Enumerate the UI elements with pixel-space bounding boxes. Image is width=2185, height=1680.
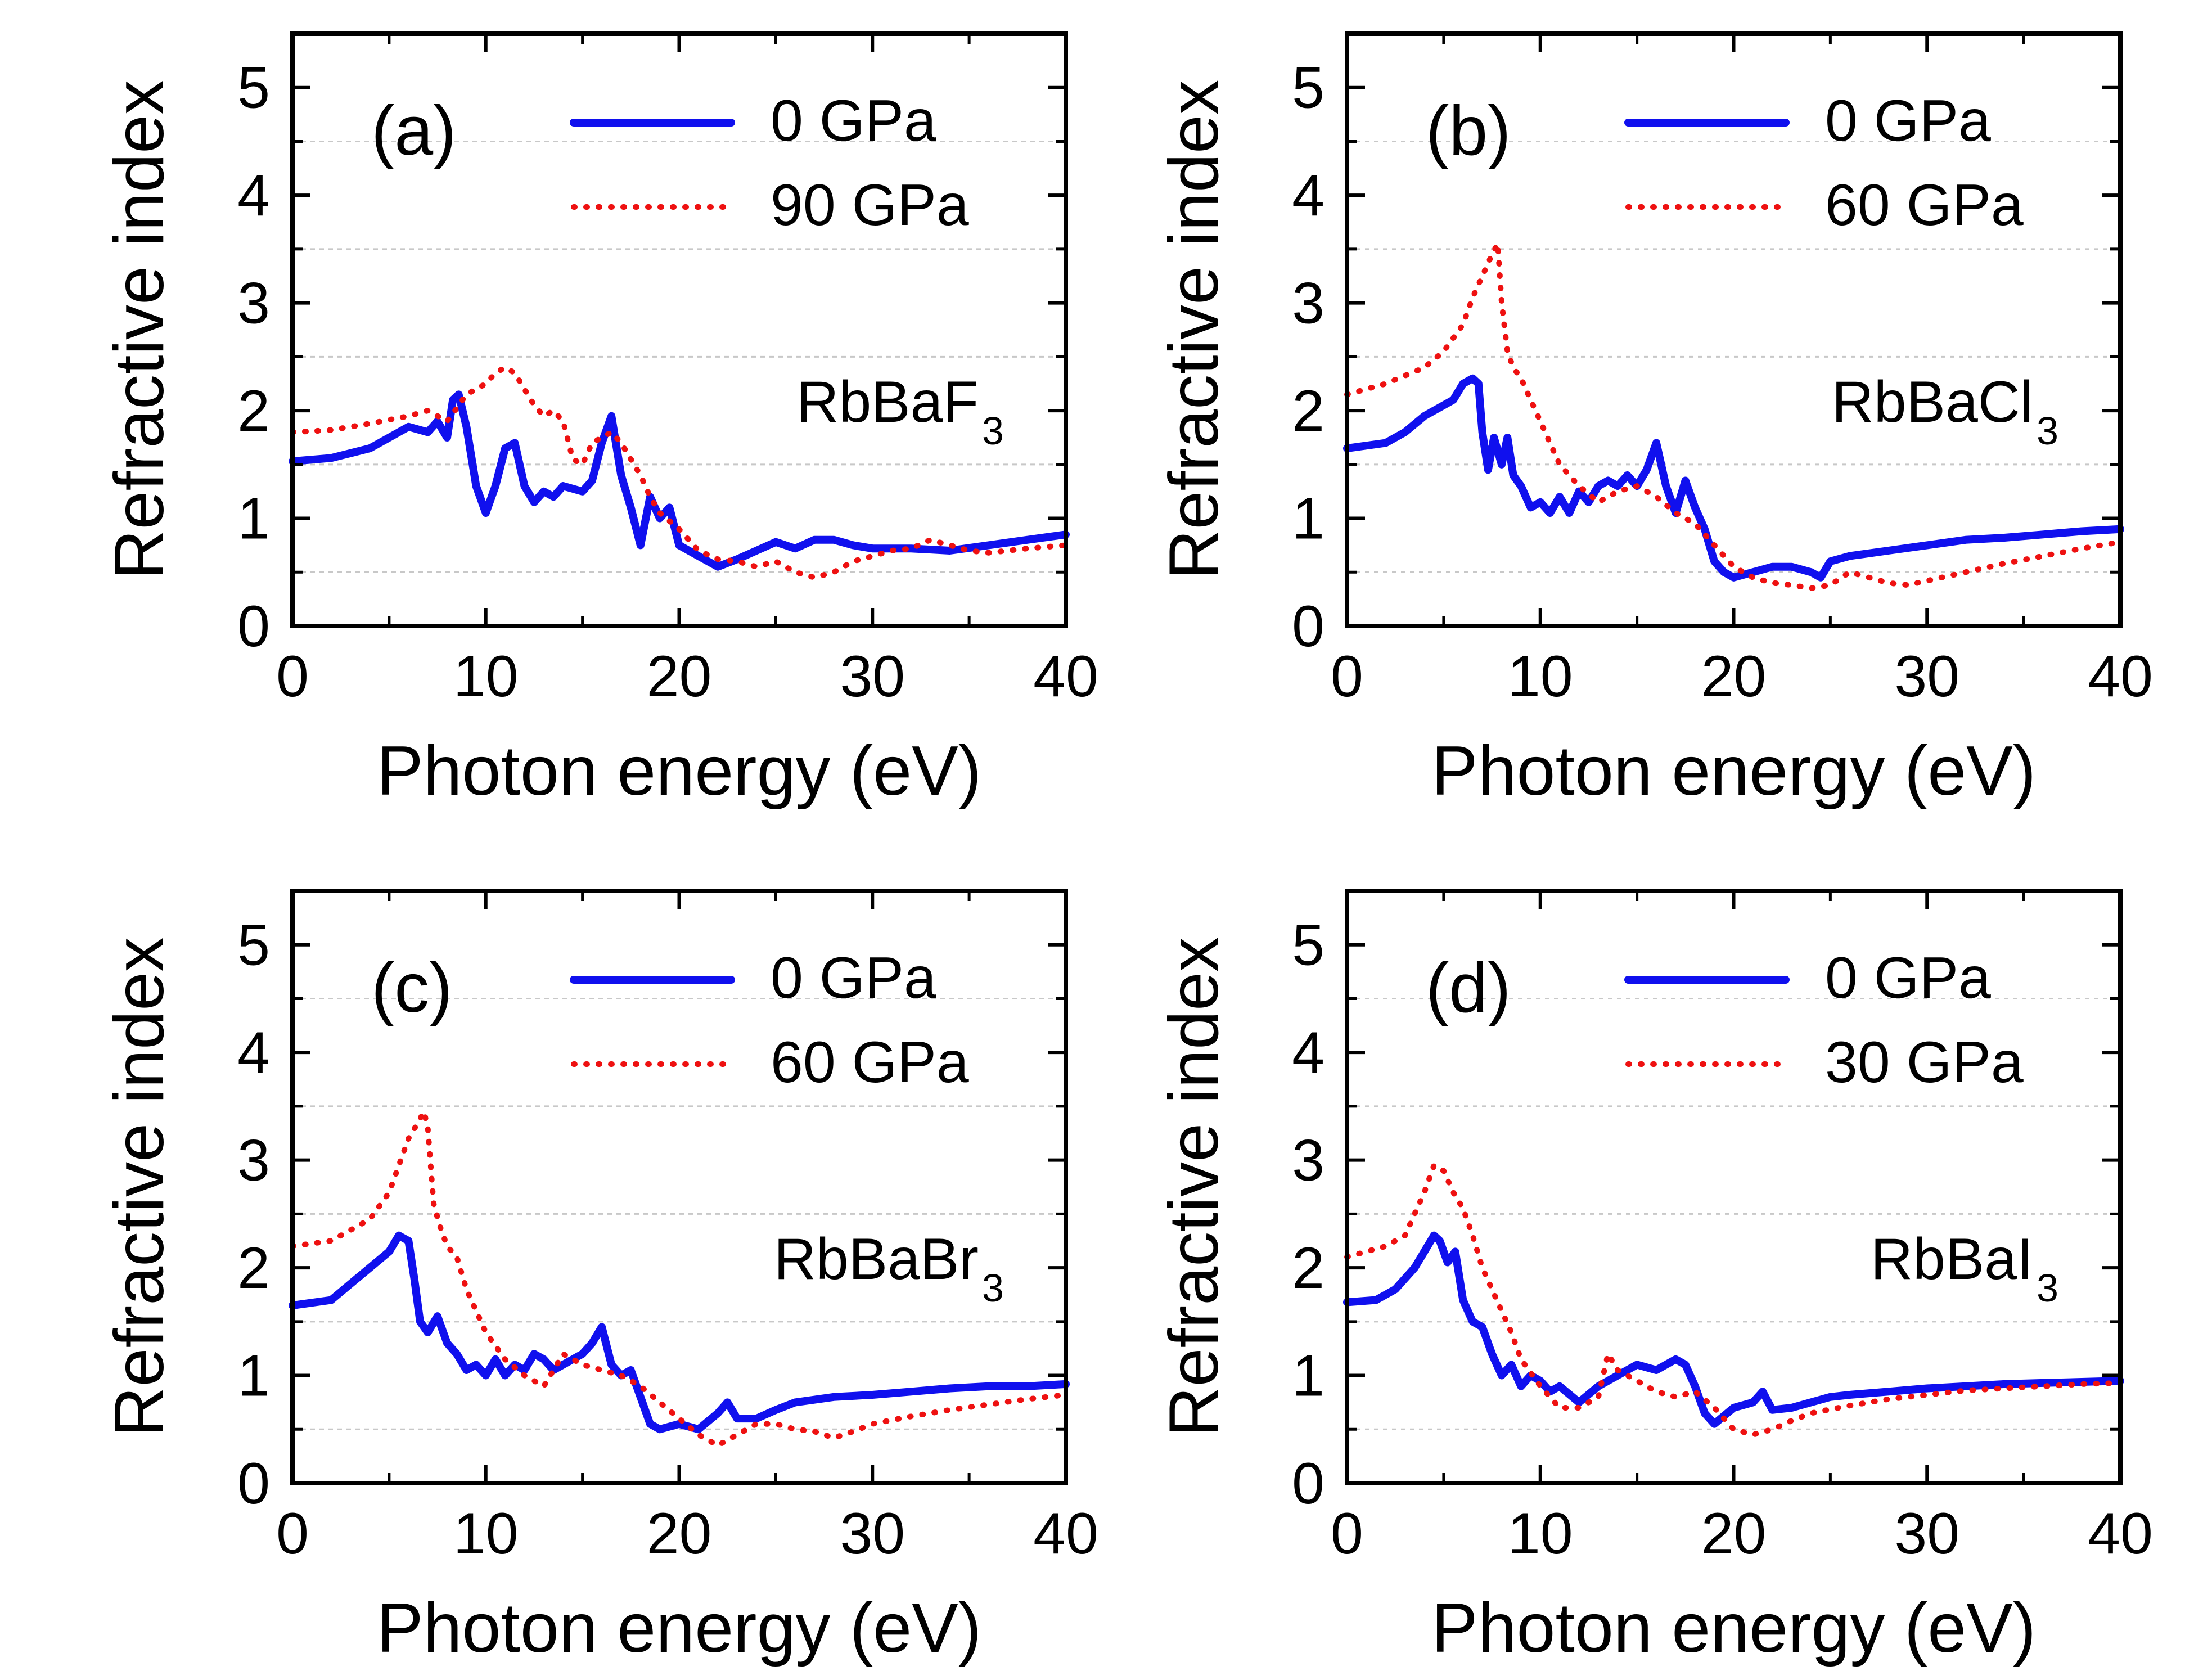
x-tick-label: 30 (1894, 1501, 1959, 1566)
series-line-0-gpa (289, 390, 1070, 571)
compound-subscript: 3 (982, 409, 1004, 453)
panel-tag: (c) (371, 949, 453, 1027)
y-tick-label: 5 (1292, 56, 1324, 121)
legend-entry: 60 GPa (1825, 173, 2024, 238)
series-line-60-gpa (290, 1109, 1069, 1448)
y-tick-label: 1 (237, 487, 270, 552)
panel-tag: (d) (1426, 949, 1511, 1027)
y-tick-label: 2 (1292, 379, 1324, 444)
y-tick-label: 0 (1292, 1451, 1324, 1516)
x-tick-label: 30 (840, 644, 905, 709)
x-tick-label: 0 (276, 1501, 309, 1566)
compound-label: RbBaI (1871, 1227, 2033, 1292)
y-tick-label: 1 (1292, 1344, 1324, 1409)
x-axis-label: Photon energy (eV) (377, 732, 981, 810)
x-axis-label: Photon energy (eV) (1431, 732, 2036, 810)
y-tick-label: 3 (237, 271, 270, 336)
y-axis-label: Refractive index (1155, 937, 1233, 1437)
panel-tag: (a) (371, 92, 457, 170)
compound-subscript: 3 (2037, 409, 2058, 453)
x-tick-label: 40 (2088, 644, 2153, 709)
series-line-30-gpa (1344, 1163, 2123, 1438)
x-axis-label: Photon energy (eV) (377, 1589, 981, 1667)
legend-entry: 0 GPa (771, 945, 936, 1011)
y-tick-label: 5 (237, 913, 270, 978)
compound-subscript: 3 (982, 1266, 1004, 1310)
x-tick-label: 0 (1331, 1501, 1363, 1566)
panel-tag: (b) (1426, 92, 1511, 170)
y-tick-label: 0 (1292, 594, 1324, 659)
y-tick-label: 2 (237, 379, 270, 444)
y-axis-label: Refractive index (101, 937, 178, 1437)
y-tick-label: 1 (237, 1344, 270, 1409)
legend-entry: 0 GPa (1825, 945, 1991, 1011)
panel-c-chart: 0 1 2 3 4 5 0 10 20 30 40 Photon energy (eV) Refract… (101, 889, 1098, 1667)
y-axis-label: Refractive index (1155, 80, 1233, 580)
y-tick-label: 1 (1292, 487, 1324, 552)
panel-a-chart: 0 1 2 3 4 5 0 10 20 30 40 Photon energy (eV) Refract… (101, 31, 1098, 810)
legend-entry: 0 GPa (771, 88, 936, 154)
x-tick-label: 30 (1894, 644, 1959, 709)
x-tick-label: 20 (1701, 644, 1767, 709)
legend-entry: 0 GPa (1825, 88, 1991, 154)
compound-subscript: 3 (2037, 1266, 2058, 1310)
x-tick-label: 20 (647, 1501, 712, 1566)
x-tick-label: 0 (276, 644, 309, 709)
x-axis-label: Photon energy (eV) (1431, 1589, 2036, 1667)
series-line-0-gpa (1343, 1231, 2124, 1428)
y-tick-label: 0 (237, 1451, 270, 1516)
panel-b-chart: 0 1 2 3 4 5 0 10 20 30 40 Photon energy (eV) Refract… (1155, 31, 2153, 810)
x-tick-label: 10 (1508, 1501, 1573, 1566)
y-tick-label: 3 (237, 1128, 270, 1193)
y-tick-label: 5 (1292, 913, 1324, 978)
series-line-60-gpa (1344, 241, 2123, 591)
legend-entry: 60 GPa (771, 1030, 969, 1095)
y-tick-label: 4 (237, 163, 270, 228)
x-tick-label: 30 (840, 1501, 905, 1566)
series-line-90-gpa (290, 364, 1069, 580)
y-tick-label: 4 (1292, 1020, 1324, 1086)
y-tick-label: 4 (237, 1020, 270, 1086)
x-tick-label: 10 (453, 644, 519, 709)
x-tick-label: 0 (1331, 644, 1363, 709)
y-tick-label: 4 (1292, 163, 1324, 228)
y-tick-label: 2 (237, 1236, 270, 1301)
panel-d-chart: 0 1 2 3 4 5 0 10 20 30 40 Photon energy (eV) Refract… (1155, 889, 2153, 1667)
x-tick-label: 20 (647, 644, 712, 709)
y-tick-label: 2 (1292, 1236, 1324, 1301)
legend-entry: 30 GPa (1825, 1030, 2024, 1095)
y-tick-label: 5 (237, 56, 270, 121)
x-tick-label: 20 (1701, 1501, 1767, 1566)
compound-label: RbBaF (796, 370, 979, 435)
x-tick-label: 40 (1033, 644, 1098, 709)
x-tick-label: 40 (1033, 1501, 1098, 1566)
y-tick-label: 3 (1292, 1128, 1324, 1193)
legend-entry: 90 GPa (771, 173, 969, 238)
x-tick-label: 10 (1508, 644, 1573, 709)
compound-label: RbBaBr (774, 1227, 979, 1292)
series-line-0-gpa (1343, 374, 2124, 582)
y-tick-label: 3 (1292, 271, 1324, 336)
x-tick-label: 10 (453, 1501, 519, 1566)
y-axis-label: Refractive index (101, 80, 178, 580)
x-tick-label: 40 (2088, 1501, 2153, 1566)
compound-label: RbBaCl (1832, 370, 2033, 435)
y-tick-label: 0 (237, 594, 270, 659)
